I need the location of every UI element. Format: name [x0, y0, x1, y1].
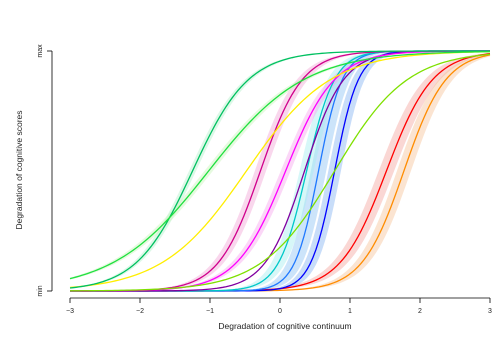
series-9-line — [69, 51, 491, 289]
x-tick-label: −2 — [136, 308, 144, 315]
axes: −3 −2 −1 0 1 2 3 min max — [37, 44, 492, 315]
confidence-bands — [70, 51, 490, 291]
series-lines — [69, 50, 491, 292]
x-tick-label: 0 — [278, 308, 282, 315]
x-axis-title: Degradation of cognitive continuum — [218, 321, 351, 331]
series-11-line — [69, 53, 491, 292]
series-12-line — [69, 51, 491, 280]
x-tick-label: 1 — [348, 308, 352, 315]
y-axis-title: Degradation of cognitive scores — [14, 110, 24, 229]
y-tick-label: min — [37, 285, 44, 296]
y-tick-label: max — [37, 44, 44, 58]
x-tick-label: −3 — [66, 308, 74, 315]
series-10-line — [69, 50, 490, 289]
x-tick-label: −1 — [206, 308, 214, 315]
series-2-band — [70, 53, 490, 291]
x-tick-label: 3 — [488, 308, 492, 315]
series-12-band — [70, 51, 490, 280]
x-tick-label: 2 — [418, 308, 422, 315]
